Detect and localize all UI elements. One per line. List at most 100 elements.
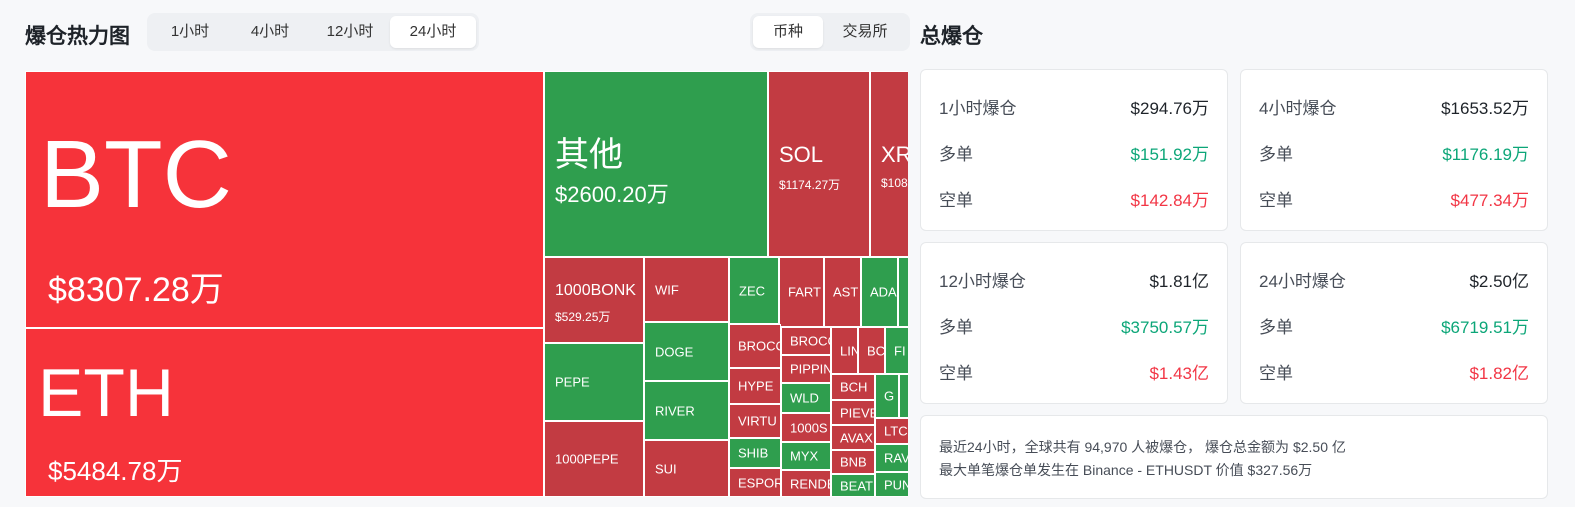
tile-eth[interactable]: ETH $5484.78万: [25, 328, 544, 497]
tile-1000pepe[interactable]: 1000PEPE: [544, 421, 644, 497]
tile-value: $529.25万: [555, 310, 611, 324]
tile-symbol: FART: [788, 284, 821, 300]
tile-ada[interactable]: ADA: [861, 257, 898, 327]
long-label: 多单: [1259, 145, 1293, 164]
tile-symbol: PIEVE: [840, 405, 875, 420]
tile-bnb[interactable]: BNB: [831, 450, 875, 474]
tile-wld[interactable]: WLD: [781, 383, 831, 413]
tile-brocc-b[interactable]: BROCC: [781, 327, 831, 355]
long-value: $1176.19万: [1442, 145, 1529, 164]
tile-bch[interactable]: BCH: [831, 374, 875, 400]
tile-unlabeled[interactable]: [899, 374, 908, 418]
tile-symbol: PIPPIN: [790, 361, 831, 377]
card-total: $294.76万: [1130, 99, 1209, 118]
tile-symbol: ADA: [870, 284, 897, 300]
liquidation-summary: 最近24小时，全球共有 94,970 人被爆仓， 爆仓总金额为 $2.50 亿 …: [920, 415, 1548, 499]
tile-rav[interactable]: RAV: [875, 444, 908, 472]
tile-value: $1174.27万: [779, 178, 841, 192]
short-value: $477.34万: [1450, 191, 1529, 210]
tile-lin[interactable]: LIN: [831, 327, 858, 374]
tile-beat[interactable]: BEAT: [831, 474, 875, 497]
tile-symbol: BCH: [840, 379, 868, 395]
time-option-1h[interactable]: 1小时: [170, 23, 210, 40]
tile-fart[interactable]: FART: [779, 257, 824, 327]
card-total: $1.81亿: [1149, 272, 1209, 291]
tile-river[interactable]: RIVER: [644, 381, 729, 440]
tile-symbol: 1000S: [790, 420, 828, 435]
tile-symbol: G: [884, 388, 895, 404]
tile-g[interactable]: G: [875, 374, 899, 418]
tile-symbol: HYPE: [738, 378, 774, 394]
tile-brocc-a[interactable]: BROCC: [729, 324, 781, 368]
card-label: 4小时爆仓: [1259, 99, 1337, 118]
time-option-12h[interactable]: 12小时: [326, 23, 374, 40]
tile-rende[interactable]: RENDE: [781, 470, 831, 497]
tile-sol[interactable]: SOL $1174.27万: [768, 71, 870, 257]
tile-symbol: LTC: [884, 423, 908, 439]
tile-pieve[interactable]: PIEVE: [831, 400, 875, 425]
card-label: 12小时爆仓: [939, 272, 1026, 291]
time-option-24h[interactable]: 24小时: [390, 16, 476, 48]
time-option-4h[interactable]: 4小时: [250, 23, 290, 40]
tile-btc[interactable]: BTC $8307.28万: [25, 71, 544, 328]
tile-pun[interactable]: PUN: [875, 472, 908, 497]
tile-value: $8307.28万: [48, 271, 224, 309]
tile-1000sats[interactable]: 1000S: [781, 413, 831, 442]
short-label: 空单: [939, 364, 973, 383]
tile-doge[interactable]: DOGE: [644, 322, 729, 381]
tile-symbol: BNB: [840, 454, 867, 470]
tile-avax[interactable]: AVAX: [831, 425, 875, 450]
tile-symbol: WIF: [655, 282, 679, 297]
tile-espor[interactable]: ESPOR: [729, 468, 781, 497]
view-mode-selector: 币种 交易所: [750, 13, 910, 51]
short-value: $1.43亿: [1149, 364, 1209, 383]
tile-symbol: PEPE: [555, 374, 590, 390]
tile-zec[interactable]: ZEC: [729, 257, 779, 324]
tile-pepe[interactable]: PEPE: [544, 343, 644, 421]
tile-symbol: 其他: [555, 136, 623, 174]
tile-unlabeled[interactable]: [898, 257, 908, 327]
tile-ltc[interactable]: LTC: [875, 418, 908, 444]
liquidation-card-12h: 12小时爆仓 $1.81亿 多单 $3750.57万 空单 $1.43亿: [920, 242, 1228, 404]
long-label: 多单: [939, 145, 973, 164]
tile-symbol: LIN: [840, 343, 857, 358]
tile-symbol: BC: [867, 343, 885, 358]
tile-pippin[interactable]: PIPPIN: [781, 355, 831, 383]
tile-symbol: 1000BONK: [555, 282, 636, 299]
tile-other[interactable]: 其他 $2600.20万: [544, 71, 768, 257]
tile-symbol: ZEC: [739, 283, 765, 298]
tile-symbol: ETH: [38, 355, 174, 431]
tile-value: $108: [881, 176, 908, 190]
tile-symbol: RIVER: [655, 403, 695, 418]
tile-symbol: AST: [833, 284, 859, 300]
view-option-coin[interactable]: 币种: [753, 16, 823, 48]
tile-ast[interactable]: AST: [824, 257, 861, 327]
tile-symbol: BTC: [40, 121, 232, 228]
short-label: 空单: [939, 191, 973, 210]
tile-symbol: RENDE: [790, 476, 831, 491]
tile-symbol: SUI: [655, 461, 677, 476]
tile-virtu[interactable]: VIRTU: [729, 404, 781, 438]
card-label: 1小时爆仓: [939, 99, 1017, 118]
tile-bc[interactable]: BC: [858, 327, 885, 374]
tile-hype[interactable]: HYPE: [729, 368, 781, 404]
card-total: $2.50亿: [1469, 272, 1529, 291]
tile-symbol: XR: [881, 142, 908, 167]
tile-fi[interactable]: FI: [885, 327, 908, 374]
tile-symbol: ESPOR: [738, 475, 781, 490]
tile-myx[interactable]: MYX: [781, 442, 831, 470]
tile-shib[interactable]: SHIB: [729, 438, 781, 468]
tile-symbol: AVAX: [840, 430, 873, 445]
heatmap-title: 爆仓热力图: [25, 25, 130, 48]
tile-1000bonk[interactable]: 1000BONK $529.25万: [544, 257, 644, 343]
tile-symbol: RAV: [884, 450, 908, 466]
liquidation-card-4h: 4小时爆仓 $1653.52万 多单 $1176.19万 空单 $477.34万: [1240, 69, 1548, 231]
card-total: $1653.52万: [1441, 99, 1529, 118]
tile-sui[interactable]: SUI: [644, 440, 729, 497]
tile-wif[interactable]: WIF: [644, 257, 729, 322]
long-value: $6719.51万: [1441, 318, 1529, 337]
card-label: 24小时爆仓: [1259, 272, 1346, 291]
tile-xrp[interactable]: XR $108: [870, 71, 908, 257]
liquidation-card-24h: 24小时爆仓 $2.50亿 多单 $6719.51万 空单 $1.82亿: [1240, 242, 1548, 404]
view-option-exchange[interactable]: 交易所: [842, 23, 888, 40]
